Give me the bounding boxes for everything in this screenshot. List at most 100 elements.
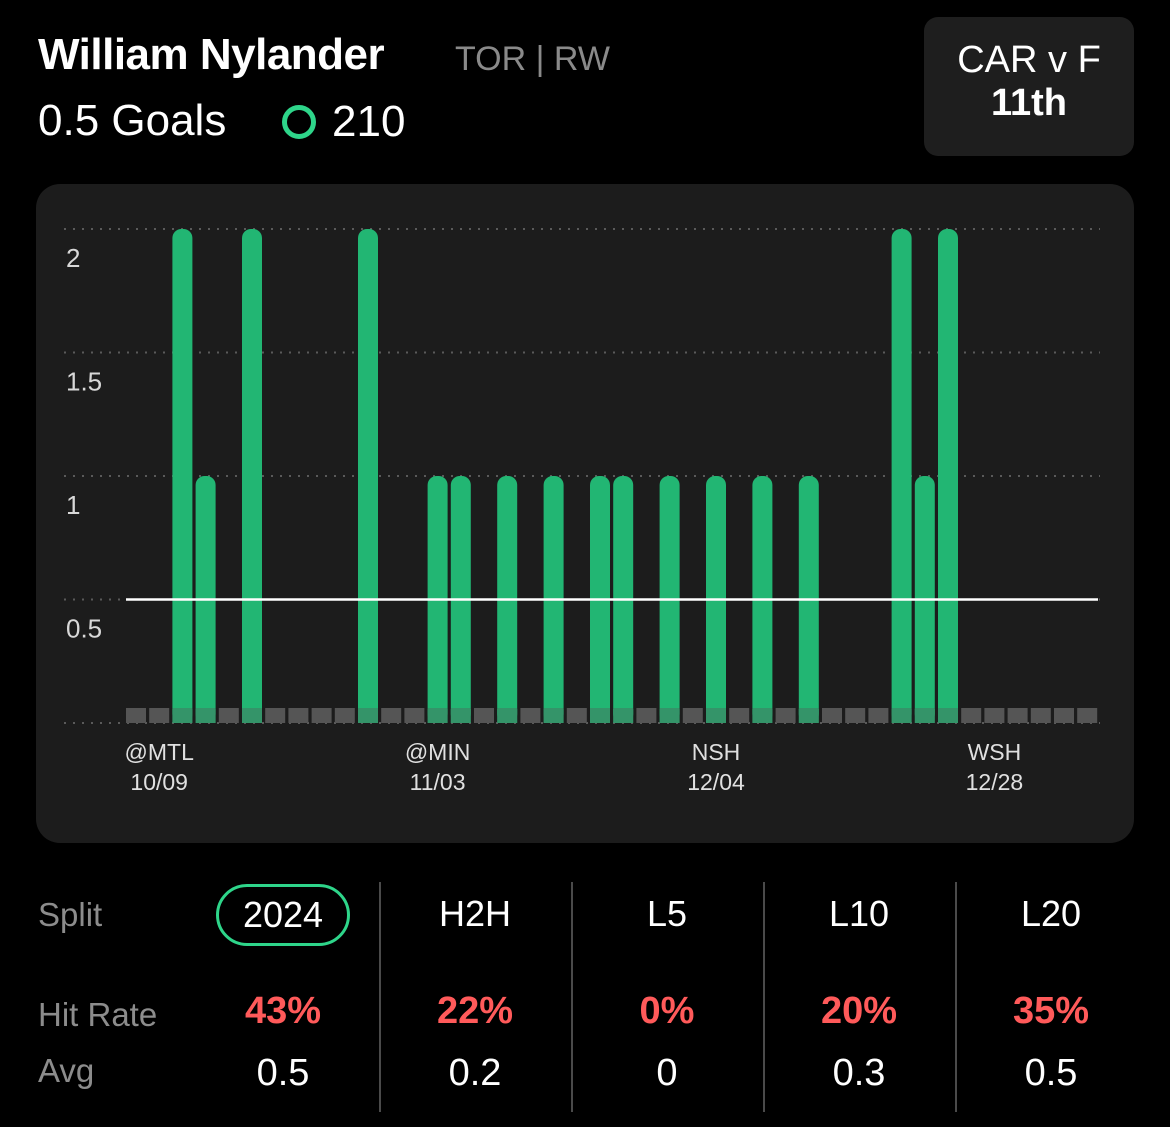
bar-base [358,709,378,723]
bar-base [891,709,912,723]
zero-marker [775,708,796,723]
x-tick-date: 12/04 [687,769,745,795]
x-tick-date: 10/09 [130,769,188,795]
zero-marker [1007,708,1028,723]
zero-marker [613,708,634,723]
matchup-title: CAR v F [957,39,1101,81]
zero-marker [798,708,819,723]
bar-base [938,709,958,723]
bar-base [497,709,518,723]
y-tick-label: 1 [66,490,80,520]
zero-marker [1054,708,1074,723]
zero-marker [149,708,170,723]
column-divider [379,882,381,1112]
bar-base [659,709,680,723]
avg-value: 0.5 [1024,1052,1078,1094]
bar [891,229,912,723]
zero-marker [404,708,425,723]
x-tick-date: 12/28 [966,769,1024,795]
bar-base [543,709,564,723]
zero-marker [334,708,355,723]
split-column-l10[interactable]: L10 20% 0.3 [765,878,953,1118]
split-tab-l10[interactable]: L10 [828,893,890,934]
zero-marker [288,708,309,723]
split-tab-l20[interactable]: L20 [1020,893,1082,934]
split-column-l20[interactable]: L20 35% 0.5 [957,878,1145,1118]
odds[interactable]: 210 [282,96,405,148]
zero-marker [1030,708,1051,723]
matchup-rank: 11th [990,82,1068,124]
circle-ring-icon [282,105,316,139]
bar-base [752,709,773,723]
zero-marker [566,708,587,723]
split-column-2024[interactable]: 2024 43% 0.5 [188,878,378,1118]
zero-marker [961,708,982,723]
avg-value: 0.3 [832,1052,886,1094]
stats-table: Split Hit Rate Avg 2024 43% 0.5 H2H 22% … [0,878,1170,1118]
hit-rate-value: 43% [244,990,322,1032]
zero-marker [381,708,402,723]
zero-marker [706,708,726,723]
zero-marker [543,708,564,723]
hit-rate-value: 22% [436,990,514,1032]
zero-marker [938,708,958,723]
x-tick-date: 11/03 [410,769,466,795]
y-tick-label: 0.5 [66,614,102,644]
zero-marker [126,708,146,723]
team-position: TOR | RW [455,40,610,78]
avg-value: 0 [656,1052,678,1094]
zero-marker [868,708,889,723]
zero-marker [752,708,773,723]
zero-marker [474,708,494,723]
zero-marker [914,708,935,723]
zero-marker [172,708,193,723]
hit-rate-value: 0% [639,990,695,1032]
x-tick-opponent: NSH [692,739,741,765]
zero-marker [845,708,866,723]
bar [242,229,262,723]
bar-base [590,709,610,723]
zero-marker [636,708,657,723]
player-name: William Nylander [38,30,385,79]
matchup-card[interactable]: CAR v F 11th [924,17,1134,156]
bar-base [427,709,448,723]
zero-marker [891,708,912,723]
split-tab-l5[interactable]: L5 [646,893,688,934]
odds-value: 210 [332,97,406,146]
column-divider [763,882,765,1112]
hit-rate-row-label: Hit Rate [38,996,158,1033]
zero-marker [729,708,750,723]
zero-marker [450,708,471,723]
bar-base [798,709,819,723]
prop-line: 0.5 Goals [38,96,227,145]
column-divider [955,882,957,1112]
zero-marker [265,708,286,723]
x-tick-opponent: @MIN [405,739,471,765]
chart-panel: 2 1.5 1 0.5 @MTL 10/09 @MIN 11/03 NSH 12/04 WSH 12/… [36,184,1134,843]
bar-base [914,709,935,723]
split-row-label: Split [38,896,103,933]
zero-marker [497,708,518,723]
zero-marker [195,708,216,723]
split-tab-h2h[interactable]: H2H [438,893,512,934]
bar-base [706,709,726,723]
avg-row-label: Avg [38,1052,95,1089]
zero-marker [218,708,239,723]
bar-base [195,709,216,723]
zero-marker [242,708,262,723]
zero-marker [427,708,448,723]
zero-marker [590,708,610,723]
split-tab-2024[interactable]: 2024 [215,884,351,946]
x-tick-opponent: @MTL [125,739,195,765]
bar-base [613,709,634,723]
bar-base [450,709,471,723]
zero-marker [311,708,332,723]
bar-base [242,709,262,723]
split-column-h2h[interactable]: H2H 22% 0.2 [381,878,569,1118]
bar [938,229,958,723]
split-column-l5[interactable]: L5 0% 0 [573,878,761,1118]
bar [358,229,378,723]
column-divider [571,882,573,1112]
hit-rate-value: 20% [820,990,898,1032]
zero-marker [984,708,1005,723]
